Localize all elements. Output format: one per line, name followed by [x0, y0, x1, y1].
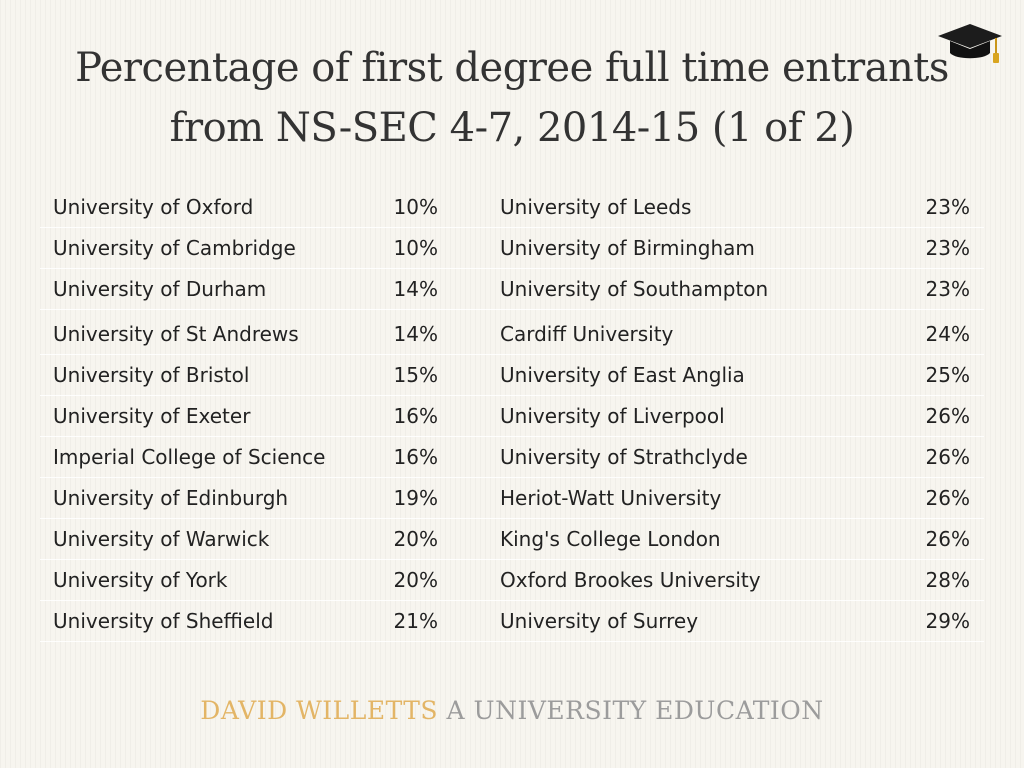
- right-percentage: 29%: [925, 609, 970, 633]
- right-university-name: Cardiff University: [500, 322, 674, 346]
- right-university-name: King's College London: [500, 527, 721, 551]
- left-university-name: University of Sheffield: [53, 609, 274, 633]
- right-university-name: University of Liverpool: [500, 404, 725, 428]
- table-row: University of Sheffield 21% University of …: [40, 601, 984, 642]
- right-university-name: University of Strathclyde: [500, 445, 748, 469]
- left-university-name: University of St Andrews: [53, 322, 299, 346]
- right-university-name: University of Surrey: [500, 609, 699, 633]
- footer-author: DAVID WILLETTS: [200, 696, 439, 725]
- slide-title: Percentage of first degree full time ent…: [40, 38, 984, 158]
- left-university-name: Imperial College of Science: [53, 445, 326, 469]
- footer-book-title: A UNIVERSITY EDUCATION: [446, 696, 824, 725]
- right-university-name: Heriot-Watt University: [500, 486, 722, 510]
- left-percentage: 16%: [393, 404, 438, 428]
- table-row: University of Warwick 20% King's College L…: [40, 519, 984, 560]
- left-percentage: 10%: [393, 236, 438, 260]
- table-row: University of Edinburgh 19% Heriot-Watt Un…: [40, 478, 984, 519]
- table-row: University of St Andrews 14% Cardiff Unive…: [40, 314, 984, 355]
- left-university-name: University of Oxford: [53, 195, 254, 219]
- left-percentage: 20%: [393, 568, 438, 592]
- left-university-name: University of Cambridge: [53, 236, 296, 260]
- left-percentage: 10%: [393, 195, 438, 219]
- left-university-name: University of Warwick: [53, 527, 270, 551]
- right-percentage: 28%: [925, 568, 970, 592]
- right-university-name: University of Southampton: [500, 277, 769, 301]
- left-percentage: 19%: [393, 486, 438, 510]
- table-row: Imperial College of Science 16% University…: [40, 437, 984, 478]
- right-university-name: Oxford Brookes University: [500, 568, 761, 592]
- left-percentage: 14%: [393, 322, 438, 346]
- title-line-1: Percentage of first degree full time ent…: [75, 45, 949, 91]
- left-university-name: University of Durham: [53, 277, 267, 301]
- left-percentage: 20%: [393, 527, 438, 551]
- right-percentage: 26%: [925, 445, 970, 469]
- left-percentage: 21%: [393, 609, 438, 633]
- left-percentage: 16%: [393, 445, 438, 469]
- left-university-name: University of Bristol: [53, 363, 250, 387]
- left-university-name: University of Exeter: [53, 404, 251, 428]
- right-percentage: 26%: [925, 527, 970, 551]
- right-percentage: 23%: [925, 277, 970, 301]
- table-row: University of York 20% Oxford Brookes Univ…: [40, 560, 984, 601]
- title-line-2: from NS-SEC 4-7, 2014-15 (1 of 2): [169, 105, 855, 151]
- right-percentage: 24%: [925, 322, 970, 346]
- right-university-name: University of Leeds: [500, 195, 692, 219]
- graduation-cap-icon: [938, 24, 1002, 63]
- right-university-name: University of East Anglia: [500, 363, 745, 387]
- university-table: University of Oxford 10% University of Lee…: [40, 187, 984, 642]
- right-percentage: 23%: [925, 195, 970, 219]
- table-row: University of Oxford 10% University of Lee…: [40, 187, 984, 228]
- table-row: University of Durham 14% University of Sou…: [40, 269, 984, 310]
- table-row: University of Cambridge 10% University of …: [40, 228, 984, 269]
- right-percentage: 25%: [925, 363, 970, 387]
- table-row: University of Bristol 15% University of Ea…: [40, 355, 984, 396]
- left-university-name: University of Edinburgh: [53, 486, 289, 510]
- footer-branding: DAVID WILLETTS A UNIVERSITY EDUCATION: [0, 696, 1024, 725]
- right-percentage: 23%: [925, 236, 970, 260]
- left-university-name: University of York: [53, 568, 228, 592]
- table-row: University of Exeter 16% University of Liv…: [40, 396, 984, 437]
- left-percentage: 14%: [393, 277, 438, 301]
- right-percentage: 26%: [925, 404, 970, 428]
- left-percentage: 15%: [393, 363, 438, 387]
- right-university-name: University of Birmingham: [500, 236, 755, 260]
- right-percentage: 26%: [925, 486, 970, 510]
